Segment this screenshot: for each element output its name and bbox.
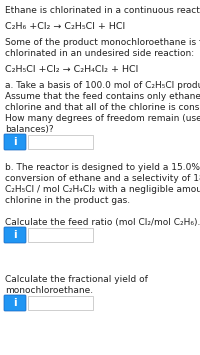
Text: chlorine and that all of the chlorine is consumed.: chlorine and that all of the chlorine is… [5, 103, 200, 112]
Text: chlorine in the product gas.: chlorine in the product gas. [5, 196, 130, 205]
Text: a. Take a basis of 100.0 mol of C₂H₅Cl produced.: a. Take a basis of 100.0 mol of C₂H₅Cl p… [5, 81, 200, 90]
Text: Calculate the feed ratio (mol Cl₂/mol C₂H₆).: Calculate the feed ratio (mol Cl₂/mol C₂… [5, 218, 200, 227]
Text: b. The reactor is designed to yield a 15.0%: b. The reactor is designed to yield a 15… [5, 163, 200, 172]
Text: conversion of ethane and a selectivity of 18.0 mol: conversion of ethane and a selectivity o… [5, 174, 200, 183]
Text: C₂H₆ +Cl₂ → C₂H₅Cl + HCl: C₂H₆ +Cl₂ → C₂H₅Cl + HCl [5, 22, 125, 31]
Text: i: i [13, 137, 17, 147]
FancyBboxPatch shape [4, 134, 26, 150]
Text: chlorinated in an undesired side reaction:: chlorinated in an undesired side reactio… [5, 49, 194, 58]
Text: Ethane is chlorinated in a continuous reactor:: Ethane is chlorinated in a continuous re… [5, 6, 200, 15]
Text: How many degrees of freedom remain (use atomic: How many degrees of freedom remain (use … [5, 114, 200, 123]
Text: C₂H₅Cl / mol C₂H₄Cl₂ with a negligible amount of: C₂H₅Cl / mol C₂H₄Cl₂ with a negligible a… [5, 185, 200, 194]
Bar [28, 228, 93, 242]
Bar [28, 135, 93, 149]
Text: monochloroethane.: monochloroethane. [5, 286, 93, 295]
Bar [28, 296, 93, 310]
Text: Assume that the feed contains only ethane and: Assume that the feed contains only ethan… [5, 92, 200, 101]
FancyBboxPatch shape [4, 227, 26, 243]
Text: balances)?: balances)? [5, 125, 54, 134]
Text: Calculate the fractional yield of: Calculate the fractional yield of [5, 275, 148, 284]
Text: i: i [13, 230, 17, 240]
Text: Some of the product monochloroethane is further: Some of the product monochloroethane is … [5, 38, 200, 47]
Text: i: i [13, 298, 17, 308]
Text: C₂H₅Cl +Cl₂ → C₂H₄Cl₂ + HCl: C₂H₅Cl +Cl₂ → C₂H₄Cl₂ + HCl [5, 65, 138, 74]
FancyBboxPatch shape [4, 295, 26, 311]
